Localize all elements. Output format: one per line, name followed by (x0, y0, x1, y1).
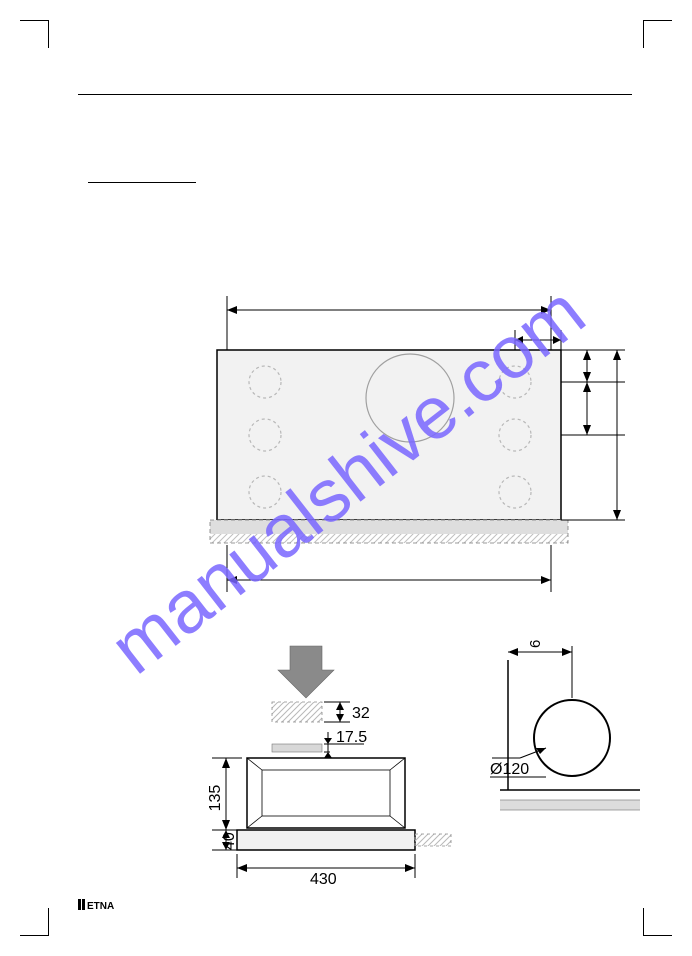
side-elevation-diagram: 32 17.5 13 (172, 640, 452, 890)
crop-mark (48, 20, 49, 48)
crop-mark (20, 935, 48, 936)
crop-mark (644, 935, 672, 936)
top-rule (78, 94, 632, 95)
page: 32 17.5 13 (0, 0, 692, 956)
section-underline (88, 182, 196, 183)
crop-mark (48, 908, 49, 936)
dim-40: 40 (221, 832, 238, 850)
dim-135: 135 (207, 785, 224, 812)
dim-32: 32 (352, 705, 370, 722)
brand-text: ETNA (87, 901, 114, 912)
crop-mark (20, 20, 48, 21)
dim-69-6: 69.6 (527, 640, 544, 648)
crop-mark (643, 908, 644, 936)
crop-mark (644, 20, 672, 21)
crop-mark (643, 20, 644, 48)
brand-logo: ETNA (78, 898, 128, 912)
dim-430: 430 (310, 871, 337, 888)
duct-detail-diagram: 69.6 Ø120 (450, 640, 640, 830)
dim-dia-120: Ø120 (490, 761, 529, 778)
top-plan-diagram (155, 270, 635, 610)
dim-17-5: 17.5 (336, 729, 367, 746)
